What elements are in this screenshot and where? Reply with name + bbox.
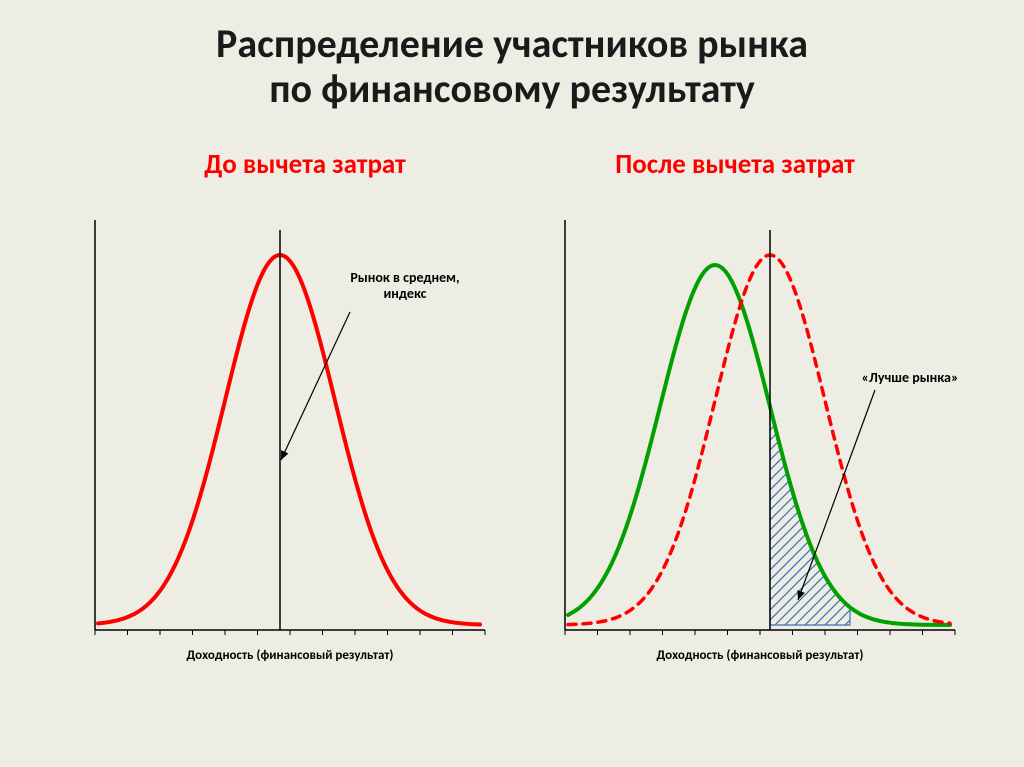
subtitle-right: После вычета затрат	[545, 148, 925, 181]
main-title: Распределение участников рынка по финанс…	[0, 22, 1024, 112]
annotation-better-than-market: «Лучше рынка»	[840, 370, 980, 386]
annotation-right-text: «Лучше рынка»	[861, 369, 958, 386]
annotation-left-line1: Рынок в среднем,	[350, 269, 459, 286]
xaxis-label-right: Доходность (финансовый результат)	[600, 648, 920, 663]
slide: Распределение участников рынка по финанс…	[0, 0, 1024, 767]
chart-right-svg	[540, 200, 960, 660]
xaxis-label-left: Доходность (финансовый результат)	[130, 648, 450, 663]
title-line2: по финансовому результату	[269, 64, 755, 113]
annotation-market-average: Рынок в среднем, индекс	[325, 270, 485, 302]
subtitle-left: До вычета затрат	[140, 148, 470, 181]
annotation-left-line2: индекс	[383, 285, 426, 302]
title-line1: Распределение участников рынка	[216, 19, 808, 68]
chart-after-costs: «Лучше рынка» Доходность (финансовый рез…	[540, 200, 960, 680]
chart-before-costs: Рынок в среднем, индекс Доходность (фина…	[70, 200, 490, 680]
